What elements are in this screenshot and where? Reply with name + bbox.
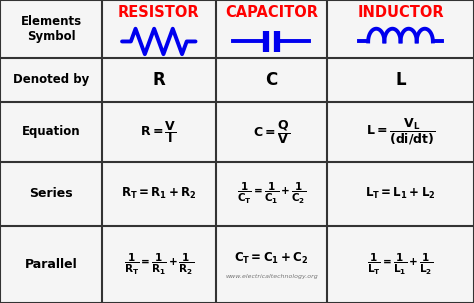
Text: $\mathbf{L_T = L_1 + L_2}$: $\mathbf{L_T = L_1 + L_2}$ (365, 186, 436, 201)
Text: $\mathbf{C = \dfrac{Q}{V}}$: $\mathbf{C = \dfrac{Q}{V}}$ (253, 118, 290, 146)
Text: Series: Series (29, 188, 73, 200)
Text: $\mathbf{C_T = C_1 + C_2}$: $\mathbf{C_T = C_1 + C_2}$ (234, 251, 309, 266)
Text: www.electricaltechnology.org: www.electricaltechnology.org (225, 274, 318, 279)
Text: Parallel: Parallel (25, 258, 77, 271)
Text: R: R (153, 71, 165, 88)
Text: $\mathbf{\dfrac{1}{C_T} = \dfrac{1}{C_1} + \dfrac{1}{C_2}}$: $\mathbf{\dfrac{1}{C_T} = \dfrac{1}{C_1}… (237, 181, 306, 206)
Text: C: C (265, 71, 277, 88)
Text: $\mathbf{R = \dfrac{V}{I}}$: $\mathbf{R = \dfrac{V}{I}}$ (140, 119, 177, 145)
Text: Denoted by: Denoted by (13, 73, 89, 86)
Text: $\mathbf{R_T = R_1 + R_2}$: $\mathbf{R_T = R_1 + R_2}$ (121, 186, 197, 201)
Text: $\mathbf{\dfrac{1}{L_T} = \dfrac{1}{L_1} + \dfrac{1}{L_2}}$: $\mathbf{\dfrac{1}{L_T} = \dfrac{1}{L_1}… (367, 252, 434, 277)
Text: CAPACITOR: CAPACITOR (225, 5, 318, 20)
Text: INDUCTOR: INDUCTOR (357, 5, 444, 20)
Text: L: L (395, 71, 406, 88)
Text: $\mathbf{\dfrac{1}{R_T} = \dfrac{1}{R_1} + \dfrac{1}{R_2}}$: $\mathbf{\dfrac{1}{R_T} = \dfrac{1}{R_1}… (124, 252, 194, 277)
Text: RESISTOR: RESISTOR (118, 5, 200, 20)
Text: $\mathbf{L = \dfrac{V_L}{(di/dt)}}$: $\mathbf{L = \dfrac{V_L}{(di/dt)}}$ (366, 117, 435, 147)
Text: Equation: Equation (22, 125, 80, 138)
Text: Elements
Symbol: Elements Symbol (20, 15, 82, 43)
